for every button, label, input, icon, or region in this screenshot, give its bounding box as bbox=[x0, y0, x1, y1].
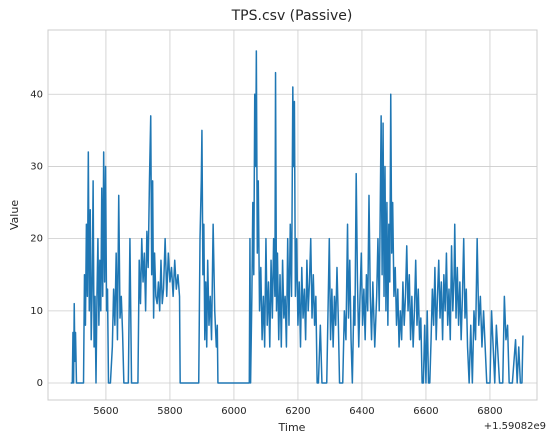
line-series bbox=[70, 50, 524, 384]
x-tick-label: 6800 bbox=[477, 406, 502, 417]
y-tick-label: 20 bbox=[30, 234, 43, 245]
y-tick-label: 10 bbox=[30, 306, 43, 317]
x-tick-label: 5800 bbox=[157, 406, 182, 417]
x-offset-label: +1.59082e9 bbox=[484, 421, 546, 432]
x-tick-label: 6000 bbox=[221, 406, 246, 417]
chart-title: TPS.csv (Passive) bbox=[231, 8, 353, 24]
x-tick-label: 6200 bbox=[285, 406, 310, 417]
y-tick-label: 30 bbox=[30, 161, 43, 172]
y-axis-label: Value bbox=[8, 200, 21, 230]
x-tick-label: 6400 bbox=[349, 406, 374, 417]
plot-frame bbox=[47, 29, 538, 401]
x-tick-label: 5600 bbox=[93, 406, 118, 417]
x-axis-label: Time bbox=[278, 421, 306, 434]
y-tick-label: 0 bbox=[37, 378, 43, 389]
x-tick-label: 6600 bbox=[413, 406, 438, 417]
y-tick-label: 40 bbox=[30, 89, 43, 100]
